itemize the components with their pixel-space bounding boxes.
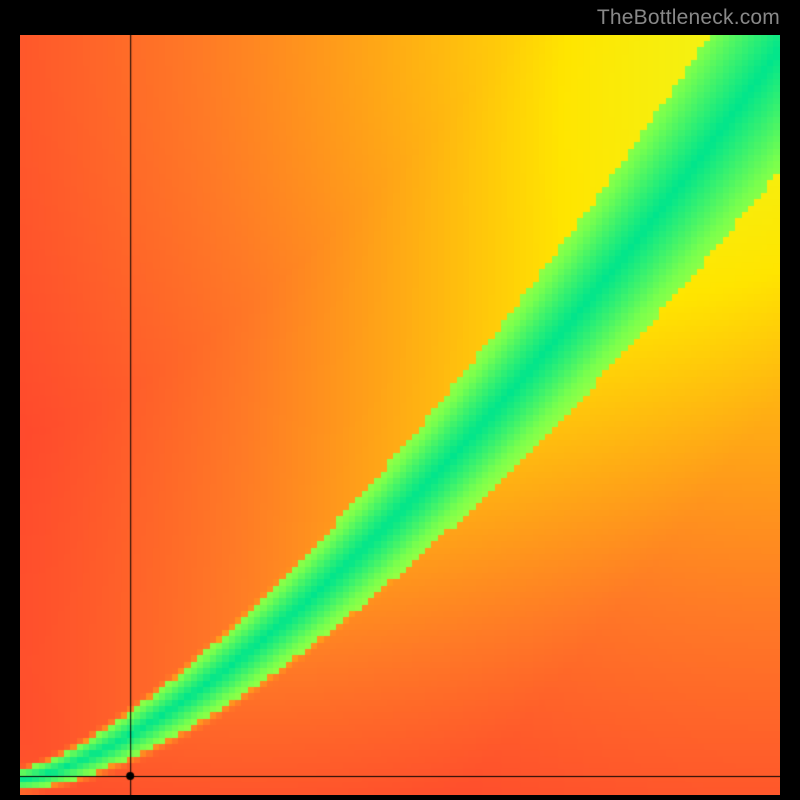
watermark-text: TheBottleneck.com bbox=[597, 6, 780, 30]
chart-container: TheBottleneck.com bbox=[0, 0, 800, 800]
bottleneck-heatmap bbox=[20, 35, 780, 795]
